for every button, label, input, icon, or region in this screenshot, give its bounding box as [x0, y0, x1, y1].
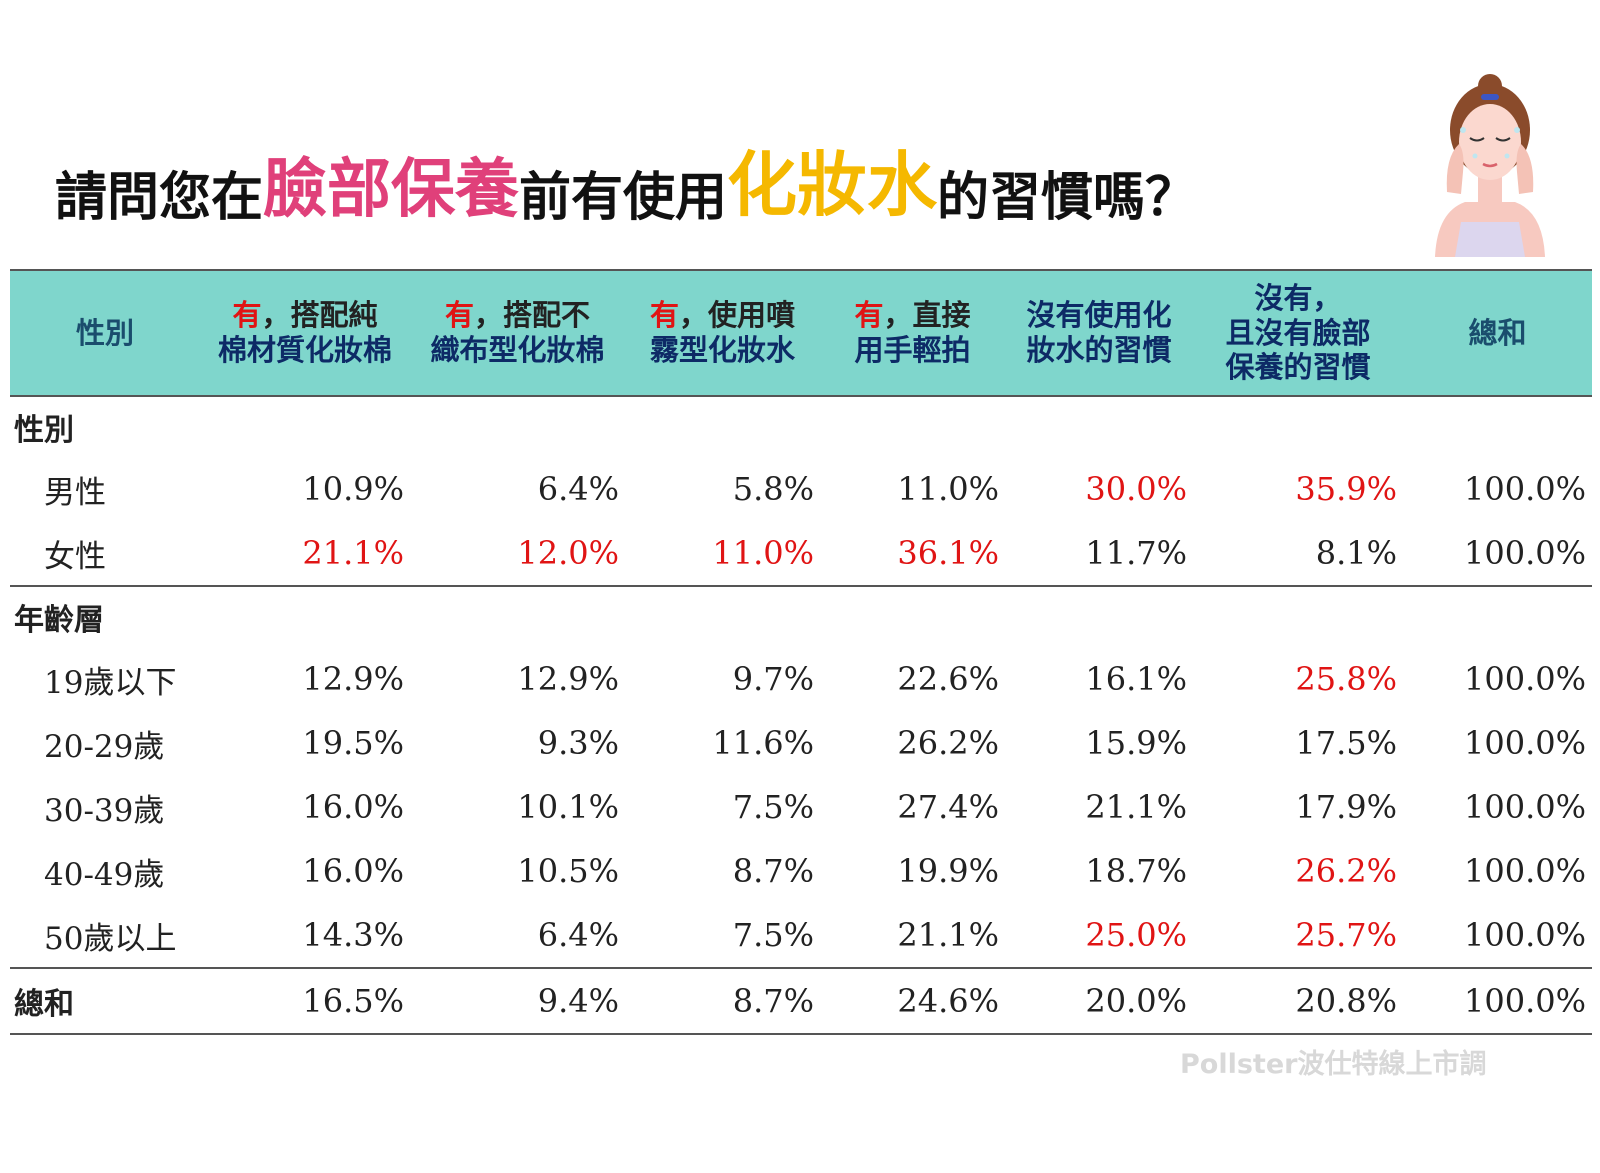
value-cell: 17.9%	[1295, 788, 1397, 826]
value-cell: 100.0%	[1403, 968, 1592, 1035]
header-cotton-pad: 有，搭配純 棉材質化妝棉	[200, 269, 410, 397]
value-cell: 36.1%	[820, 521, 1005, 587]
value-cell: 20.8%	[1193, 968, 1403, 1035]
value-cell: 6.4%	[410, 903, 625, 969]
value-cell: 25.7%	[1193, 903, 1403, 969]
value-cell: 6.4%	[537, 470, 619, 508]
title-part5: 的習慣嗎？	[937, 168, 1198, 228]
value-cell: 100.0%	[1463, 788, 1586, 826]
table-row: 19歲以下 12.9% 12.9% 9.7% 22.6% 16.1% 25.8% 100.0%	[10, 647, 1592, 711]
value-cell: 24.6%	[820, 968, 1005, 1035]
value-cell: 19.9%	[897, 852, 999, 890]
value-cell: 25.8%	[1295, 660, 1397, 698]
value-cell: 100.0%	[1463, 724, 1586, 762]
row-label: 40-49歲	[44, 856, 165, 893]
value-cell: 20.0%	[1005, 968, 1193, 1035]
value-cell: 11.0%	[897, 470, 999, 508]
value-cell: 9.4%	[410, 968, 625, 1035]
row-label: 總和	[10, 968, 200, 1035]
header-hand-pat: 有，直接 用手輕拍	[820, 269, 1005, 397]
table-row: 男性 10.9% 6.4% 5.8% 11.0% 30.0% 35.9% 100.0%	[10, 457, 1592, 521]
value-cell: 100.0%	[1463, 470, 1586, 508]
row-label: 50歲以上	[10, 903, 200, 969]
value-cell: 21.1%	[820, 903, 1005, 969]
value-cell: 100.0%	[1463, 660, 1586, 698]
value-cell: 9.3%	[537, 724, 619, 762]
total-row: 總和 16.5% 9.4% 8.7% 24.6% 20.0% 20.8% 100.0%	[10, 968, 1592, 1035]
page-title: 請問您在 臉部保養 前有使用 化妝水 的習慣嗎？	[55, 140, 1197, 230]
value-cell: 21.1%	[200, 521, 410, 587]
value-cell: 16.0%	[302, 788, 404, 826]
value-cell: 10.5%	[517, 852, 619, 890]
value-cell: 7.5%	[625, 903, 820, 969]
value-cell: 8.1%	[1193, 521, 1403, 587]
table-row: 女性 21.1% 12.0% 11.0% 36.1% 11.7% 8.1% 100.0%	[10, 521, 1592, 587]
value-cell: 10.9%	[302, 470, 404, 508]
section-header-row: 年齡層	[10, 586, 1592, 647]
row-label: 20-29歲	[44, 728, 165, 765]
value-cell: 17.5%	[1295, 724, 1397, 762]
value-cell: 26.2%	[897, 724, 999, 762]
header-gender: 性別	[10, 269, 200, 397]
value-cell: 8.7%	[732, 852, 814, 890]
row-label: 30-39歲	[44, 792, 165, 829]
value-cell: 18.7%	[1085, 852, 1187, 890]
title-part3: 前有使用	[519, 168, 728, 228]
row-label: 女性	[10, 521, 200, 587]
value-cell: 26.2%	[1295, 852, 1397, 890]
value-cell: 9.7%	[732, 660, 814, 698]
section-label: 性別	[14, 413, 74, 448]
value-cell: 12.9%	[517, 660, 619, 698]
value-cell: 16.1%	[1085, 660, 1187, 698]
value-cell: 14.3%	[200, 903, 410, 969]
title-highlight-face-care: 臉部保養	[263, 153, 520, 227]
value-cell: 100.0%	[1403, 903, 1592, 969]
value-cell: 12.9%	[302, 660, 404, 698]
header-nonwoven-pad: 有，搭配不 織布型化妝棉	[410, 269, 625, 397]
value-cell: 35.9%	[1295, 470, 1397, 508]
header-no-toner: 沒有使用化 妝水的習慣	[1005, 269, 1193, 397]
value-cell: 11.6%	[712, 724, 814, 762]
value-cell: 7.5%	[732, 788, 814, 826]
section-header-row: 性別	[10, 396, 1592, 457]
header-spray-toner: 有，使用噴 霧型化妝水	[625, 269, 820, 397]
value-cell: 25.0%	[1005, 903, 1193, 969]
value-cell: 19.5%	[302, 724, 404, 762]
value-cell: 15.9%	[1085, 724, 1187, 762]
watermark: Pollster波仕特線上市調	[1180, 1049, 1487, 1080]
value-cell: 100.0%	[1403, 521, 1592, 587]
table-row: 30-39歲 16.0% 10.1% 7.5% 27.4% 21.1% 17.9% 100.0…	[10, 775, 1592, 839]
value-cell: 10.1%	[517, 788, 619, 826]
value-cell: 27.4%	[897, 788, 999, 826]
title-highlight-toner: 化妝水	[727, 144, 938, 226]
title-part1: 請問您在	[55, 168, 264, 228]
header-no-care: 沒有， 且沒有臉部 保養的習慣	[1193, 269, 1403, 397]
survey-table: 性別 有，搭配純 棉材質化妝棉 有，搭配不 織布型化妝棉 有，使用噴 霧型化妝水…	[10, 269, 1592, 1035]
value-cell: 16.0%	[302, 852, 404, 890]
value-cell: 22.6%	[897, 660, 999, 698]
value-cell: 11.7%	[1005, 521, 1193, 587]
table-header-row: 性別 有，搭配純 棉材質化妝棉 有，搭配不 織布型化妝棉 有，使用噴 霧型化妝水…	[10, 269, 1592, 397]
header-total: 總和	[1403, 269, 1592, 397]
value-cell: 30.0%	[1085, 470, 1187, 508]
value-cell: 8.7%	[625, 968, 820, 1035]
value-cell: 16.5%	[200, 968, 410, 1035]
table-row: 40-49歲 16.0% 10.5% 8.7% 19.9% 18.7% 26.2% 100.0…	[10, 839, 1592, 903]
value-cell: 5.8%	[732, 470, 814, 508]
value-cell: 11.0%	[625, 521, 820, 587]
table-row: 20-29歲 19.5% 9.3% 11.6% 26.2% 15.9% 17.5% 100.0…	[10, 711, 1592, 775]
section-label: 年齡層	[14, 603, 104, 638]
woman-washing-face-illustration	[1435, 74, 1545, 257]
value-cell: 12.0%	[410, 521, 625, 587]
value-cell: 100.0%	[1463, 852, 1586, 890]
value-cell: 21.1%	[1085, 788, 1187, 826]
row-label: 19歲以下	[44, 664, 177, 701]
row-label: 男性	[44, 474, 106, 511]
table-row: 50歲以上 14.3% 6.4% 7.5% 21.1% 25.0% 25.7% 100.0%	[10, 903, 1592, 969]
